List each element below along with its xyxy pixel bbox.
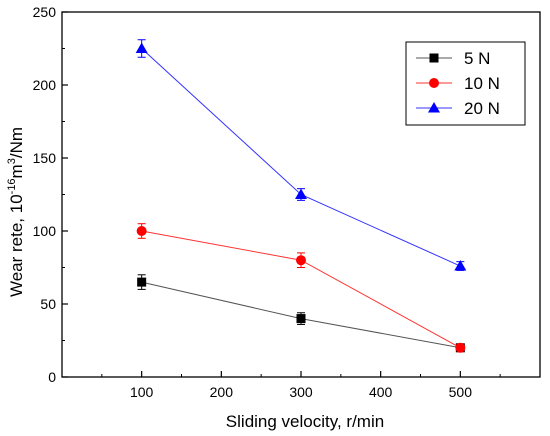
legend-marker-5n: [429, 53, 439, 63]
data-point-10n: [296, 255, 306, 266]
x-tick-label: 300: [289, 384, 313, 400]
x-tick-label: 200: [210, 384, 234, 400]
legend-marker-20n: [428, 102, 440, 113]
x-tick-label: 100: [130, 384, 154, 400]
y-tick-label: 100: [33, 223, 57, 239]
data-point-20n: [295, 188, 307, 199]
data-point-20n: [454, 260, 467, 271]
series-line-10n: [141, 230, 461, 349]
plot-area: 100 200 300 400 500 0 50 100 150 200 250: [33, 4, 541, 400]
legend-marker-10n: [429, 78, 439, 88]
legend: 5 N 10 N 20 N: [405, 41, 526, 126]
data-point-10n: [455, 342, 466, 353]
legend-label-20n: 20 N: [464, 99, 500, 118]
data-point-5n: [137, 277, 147, 287]
legend-label-10n: 10 N: [464, 74, 500, 93]
data-point-20n: [135, 42, 148, 53]
y-axis-title: Wear rete, 10-16m3/Nm: [6, 127, 26, 297]
x-tick-label: 400: [369, 384, 393, 400]
data-point-10n: [136, 226, 147, 236]
y-tick-label: 200: [33, 77, 57, 93]
x-axis-title: Sliding velocity, r/min: [226, 412, 384, 431]
y-tick-label: 0: [48, 369, 56, 385]
y-tick-label: 250: [33, 4, 57, 20]
x-tick-label: 500: [449, 384, 473, 400]
y-tick-label: 50: [40, 296, 56, 312]
legend-label-5n: 5 N: [464, 49, 490, 68]
data-point-5n: [296, 314, 306, 324]
y-tick-label: 150: [33, 150, 57, 166]
